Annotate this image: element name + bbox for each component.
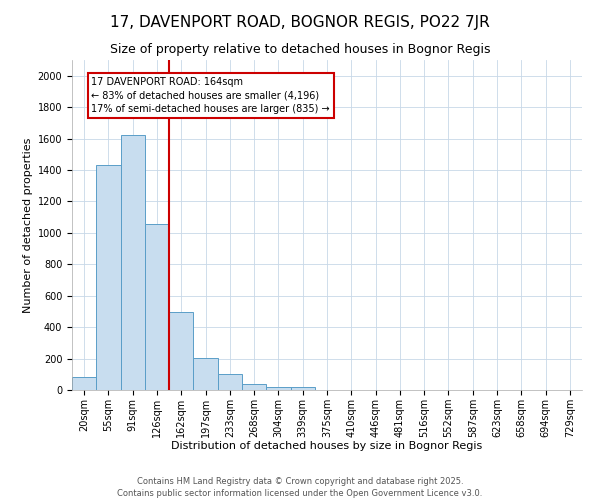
Bar (145, 224, 169, 390)
Text: 17 DAVENPORT ROAD: 164sqm
← 83% of detached houses are smaller (4,196)
17% of se: 17 DAVENPORT ROAD: 164sqm ← 83% of detac… (91, 78, 330, 114)
Bar (290, 387, 315, 390)
X-axis label: Distribution of detached houses by size in Bognor Regis: Distribution of detached houses by size … (172, 442, 482, 452)
Bar (72, 378, 96, 390)
Bar (96, 166, 121, 390)
Bar (169, 312, 193, 390)
Y-axis label: Number of detached properties: Number of detached properties (23, 138, 34, 312)
Bar (121, 136, 145, 390)
Bar (218, 374, 242, 390)
Bar (266, 386, 290, 390)
Text: Contains HM Land Registry data © Crown copyright and database right 2025.
Contai: Contains HM Land Registry data © Crown c… (118, 476, 482, 498)
Bar (242, 384, 266, 390)
Bar (193, 358, 218, 390)
Text: Size of property relative to detached houses in Bognor Regis: Size of property relative to detached ho… (110, 42, 490, 56)
Text: 17, DAVENPORT ROAD, BOGNOR REGIS, PO22 7JR: 17, DAVENPORT ROAD, BOGNOR REGIS, PO22 7… (110, 15, 490, 30)
